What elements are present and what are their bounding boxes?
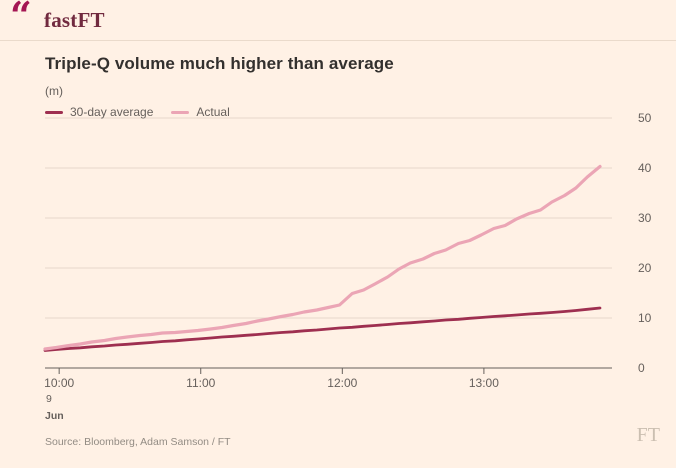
svg-text:40: 40 <box>638 161 652 175</box>
chart-legend: 30-day average Actual <box>45 105 230 119</box>
quote-icon: “ <box>10 0 32 38</box>
svg-text:50: 50 <box>638 111 652 125</box>
chart-unit-label: (m) <box>45 84 63 98</box>
source-note: Source: Bloomberg, Adam Samson / FT <box>45 436 231 448</box>
ft-watermark: FT <box>636 424 660 446</box>
svg-text:0: 0 <box>638 361 645 375</box>
svg-text:11:00: 11:00 <box>186 376 215 390</box>
legend-swatch-actual <box>171 110 190 114</box>
legend-swatch-average <box>45 110 63 114</box>
svg-text:Jun: Jun <box>45 410 64 422</box>
svg-text:10:00: 10:00 <box>44 376 74 390</box>
line-chart: 0 10 20 30 40 50 10:00 11:00 12:00 13:00 9 Jun <box>43 111 652 422</box>
fastft-logo[interactable]: “ fastFT <box>10 0 150 36</box>
svg-text:20: 20 <box>638 261 652 275</box>
svg-text:10: 10 <box>638 311 652 325</box>
chart-title: Triple-Q volume much higher than average <box>45 54 394 73</box>
masthead: “ fastFT <box>0 0 676 41</box>
svg-text:13:00: 13:00 <box>469 376 499 390</box>
fastft-logo-text: fastFT <box>44 8 105 32</box>
svg-text:12:00: 12:00 <box>327 376 357 390</box>
svg-text:30: 30 <box>638 211 652 225</box>
legend-item-average: 30-day average <box>45 105 153 119</box>
legend-label-actual: Actual <box>196 105 230 119</box>
svg-text:9: 9 <box>46 393 52 405</box>
legend-label-average: 30-day average <box>70 105 154 119</box>
legend-item-actual: Actual <box>171 105 230 119</box>
